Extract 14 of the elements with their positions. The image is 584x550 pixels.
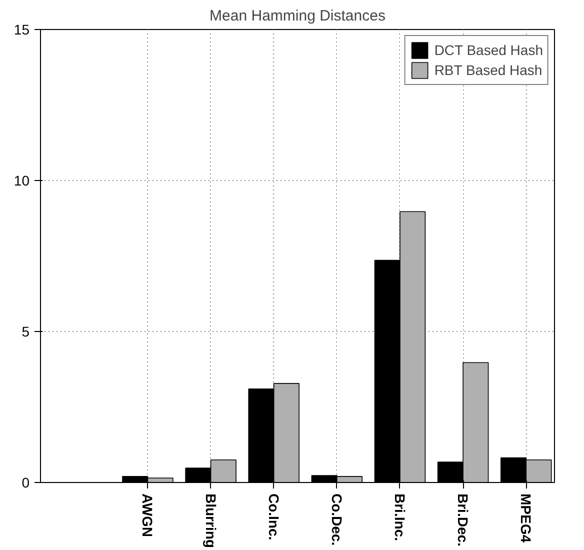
chart-title: Mean Hamming Distances (210, 8, 386, 24)
x-tick-label: Co.Dec. (328, 494, 345, 546)
x-tick-label: AWGN (140, 494, 156, 538)
x-tick-label: MPEG4 (518, 494, 534, 543)
x-tick-label: Bri.Dec. (455, 494, 472, 546)
legend-label: DCT Based Hash (434, 42, 543, 58)
y-tick-label: 15 (14, 22, 30, 38)
y-tick-label: 5 (22, 324, 30, 340)
y-tick-label: 10 (14, 172, 30, 188)
legend-label: RBT Based Hash (434, 62, 542, 78)
y-tick-label: 0 (22, 474, 30, 490)
x-tick-label: Bri.Inc. (392, 494, 408, 541)
x-tick-label: Co.Inc. (266, 494, 282, 540)
x-tick-label: Blurring (202, 494, 219, 548)
